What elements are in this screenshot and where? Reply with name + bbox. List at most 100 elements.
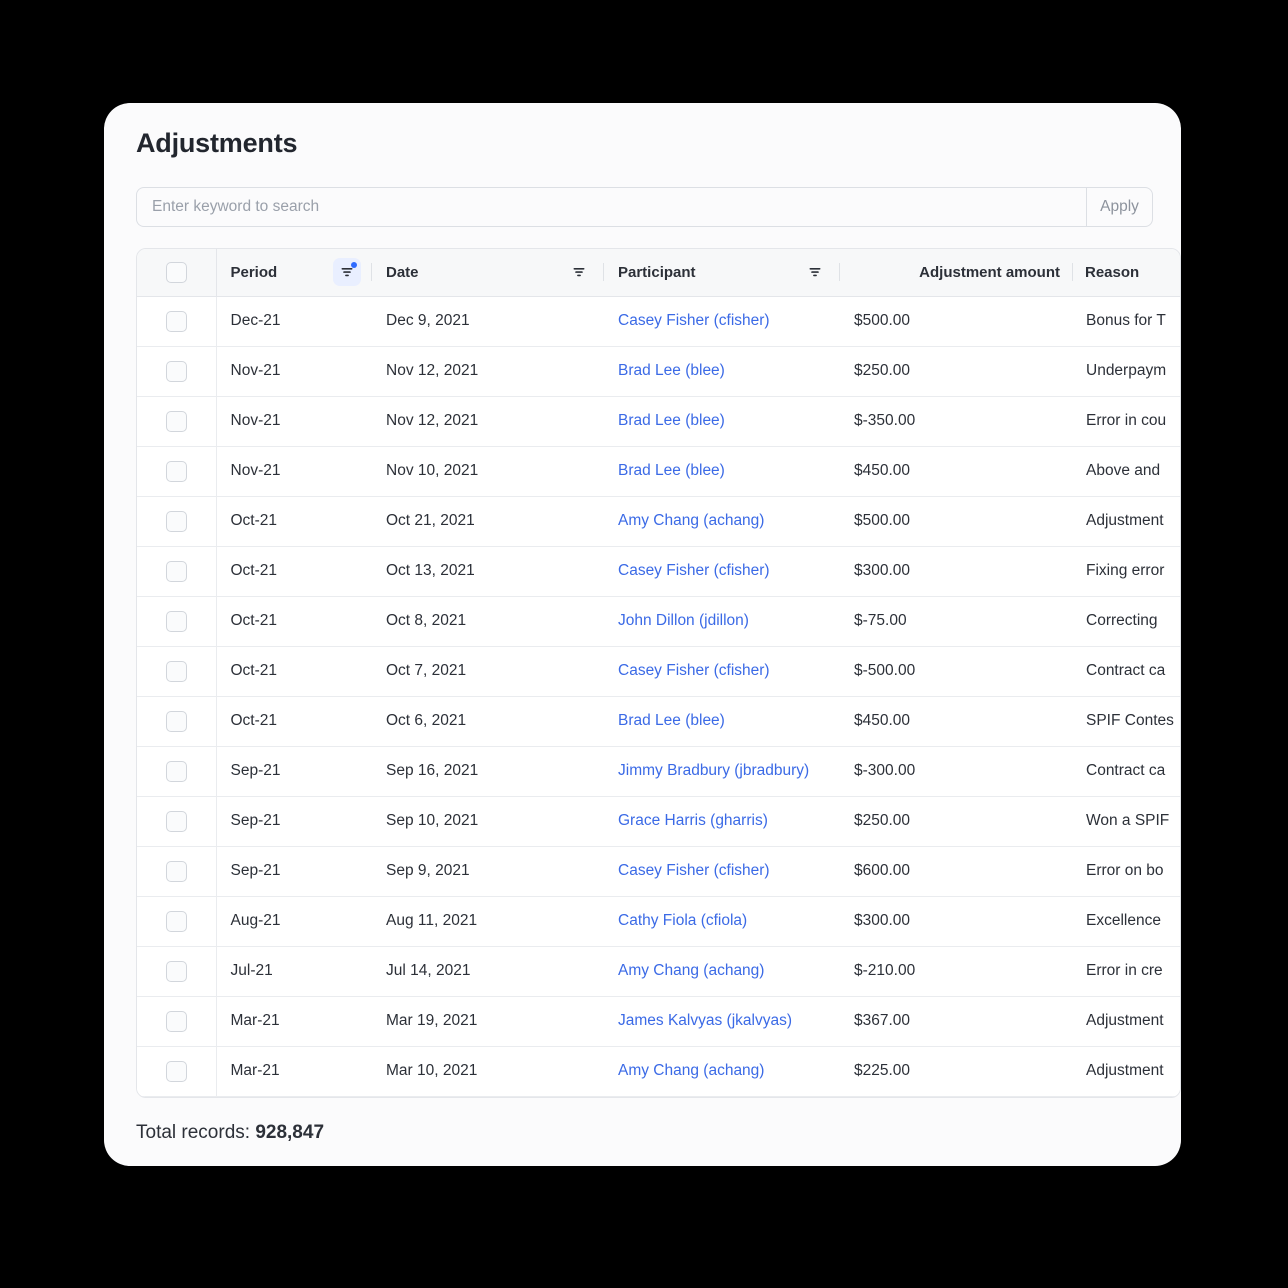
cell-date: Jul 14, 2021 <box>372 946 604 997</box>
row-checkbox[interactable] <box>165 1060 187 1082</box>
row-checkbox[interactable] <box>165 1010 187 1032</box>
table-row[interactable]: Nov-21 Nov 12, 2021 Brad Lee (blee) $250.00… <box>137 346 1180 397</box>
cell-period: Nov-21 <box>216 346 372 397</box>
cell-participant[interactable]: John Dillon (jdillon) <box>604 596 840 647</box>
table-row[interactable]: Oct-21 Oct 21, 2021 Amy Chang (achang) $500… <box>137 496 1180 547</box>
table-row[interactable]: Dec-21 Dec 9, 2021 Casey Fisher (cfisher) $… <box>137 296 1180 347</box>
column-header-participant[interactable]: Participant <box>604 249 840 297</box>
row-checkbox[interactable] <box>165 560 187 582</box>
participant-link[interactable]: James Kalvyas (jkalvyas) <box>618 1012 792 1029</box>
table-row[interactable]: Oct-21 Oct 13, 2021 Casey Fisher (cfisher)… <box>137 546 1180 597</box>
table-row[interactable]: Mar-21 Mar 19, 2021 James Kalvyas (jkalvya… <box>137 996 1180 1047</box>
row-checkbox[interactable] <box>165 360 187 382</box>
cell-adjustment-amount: $500.00 <box>840 296 1072 347</box>
cell-participant[interactable]: James Kalvyas (jkalvyas) <box>604 996 840 1047</box>
row-checkbox[interactable] <box>165 810 187 832</box>
participant-link[interactable]: Brad Lee (blee) <box>618 412 725 429</box>
total-records-value: 928,847 <box>255 1121 325 1143</box>
participant-link[interactable]: Cathy Fiola (cfiola) <box>618 912 748 929</box>
table-row[interactable]: Oct-21 Oct 7, 2021 Casey Fisher (cfisher) $… <box>137 646 1180 697</box>
cell-participant[interactable]: Brad Lee (blee) <box>604 346 840 397</box>
participant-link[interactable]: Brad Lee (blee) <box>618 362 725 379</box>
table-row[interactable]: Nov-21 Nov 10, 2021 Brad Lee (blee) $450.00… <box>137 446 1180 497</box>
filter-active-dot <box>351 262 357 269</box>
table-row[interactable]: Oct-21 Oct 6, 2021 Brad Lee (blee) $450.00 S… <box>137 696 1180 747</box>
cell-participant[interactable]: Grace Harris (gharris) <box>604 796 840 847</box>
row-checkbox-cell <box>137 896 217 947</box>
cell-participant[interactable]: Casey Fisher (cfisher) <box>604 296 840 347</box>
participant-link[interactable]: Amy Chang (achang) <box>618 512 765 529</box>
column-header-reason[interactable]: Reason <box>1072 249 1180 297</box>
cell-adjustment-amount: $250.00 <box>840 346 1072 397</box>
table-header: Period <box>137 249 1180 297</box>
cell-date: Sep 9, 2021 <box>372 846 604 897</box>
table-row[interactable]: Mar-21 Mar 10, 2021 Amy Chang (achang) $225… <box>137 1046 1180 1097</box>
column-header-adjustment-amount[interactable]: Adjustment amount <box>840 249 1072 297</box>
table-row[interactable]: Sep-21 Sep 9, 2021 Casey Fisher (cfisher) $… <box>137 846 1180 897</box>
row-checkbox[interactable] <box>165 760 187 782</box>
row-checkbox-cell <box>137 946 217 997</box>
participant-link[interactable]: Casey Fisher (cfisher) <box>618 312 770 329</box>
filter-icon-participant[interactable] <box>801 258 829 286</box>
table-row[interactable]: Oct-21 Oct 8, 2021 John Dillon (jdillon) $-… <box>137 596 1180 647</box>
cell-date: Oct 6, 2021 <box>372 696 604 747</box>
filter-icon-period[interactable] <box>333 258 361 287</box>
table-header-row: Period <box>137 249 1180 297</box>
table-row[interactable]: Nov-21 Nov 12, 2021 Brad Lee (blee) $-350.0… <box>137 396 1180 447</box>
search-input[interactable] <box>136 187 1086 227</box>
row-checkbox[interactable] <box>165 960 187 982</box>
cell-participant[interactable]: Amy Chang (achang) <box>604 496 840 547</box>
participant-link[interactable]: Casey Fisher (cfisher) <box>618 562 770 579</box>
cell-adjustment-amount: $250.00 <box>840 796 1072 847</box>
cell-participant[interactable]: Casey Fisher (cfisher) <box>604 646 840 697</box>
filter-icon-date[interactable] <box>565 258 593 286</box>
participant-link[interactable]: Jimmy Bradbury (jbradbury) <box>618 762 810 779</box>
table-row[interactable]: Aug-21 Aug 11, 2021 Cathy Fiola (cfiola) $3… <box>137 896 1180 947</box>
cell-participant[interactable]: Casey Fisher (cfisher) <box>604 846 840 897</box>
participant-link[interactable]: Brad Lee (blee) <box>618 712 725 729</box>
row-checkbox[interactable] <box>165 910 187 932</box>
table-row[interactable]: Jul-21 Jul 14, 2021 Amy Chang (achang) $-21… <box>137 946 1180 997</box>
table-row[interactable]: Sep-21 Sep 10, 2021 Grace Harris (gharris)… <box>137 796 1180 847</box>
cell-reason: Bonus for T <box>1072 296 1180 347</box>
cell-participant[interactable]: Brad Lee (blee) <box>604 446 840 497</box>
table-body: Dec-21 Dec 9, 2021 Casey Fisher (cfisher) $… <box>137 296 1180 1097</box>
participant-link[interactable]: Casey Fisher (cfisher) <box>618 862 770 879</box>
participant-link[interactable]: John Dillon (jdillon) <box>618 612 749 629</box>
participant-link[interactable]: Amy Chang (achang) <box>618 962 765 979</box>
row-checkbox[interactable] <box>165 510 187 532</box>
cell-adjustment-amount: $450.00 <box>840 696 1072 747</box>
select-all-checkbox[interactable] <box>165 261 187 283</box>
cell-period: Nov-21 <box>216 396 372 447</box>
cell-period: Sep-21 <box>216 846 372 897</box>
cell-period: Dec-21 <box>216 296 372 347</box>
cell-reason: Underpaym <box>1072 346 1180 397</box>
table-row[interactable]: Sep-21 Sep 16, 2021 Jimmy Bradbury (jbradb… <box>137 746 1180 797</box>
row-checkbox[interactable] <box>165 660 187 682</box>
participant-link[interactable]: Casey Fisher (cfisher) <box>618 662 770 679</box>
cell-reason: Contract ca <box>1072 646 1180 697</box>
cell-participant[interactable]: Jimmy Bradbury (jbradbury) <box>604 746 840 797</box>
cell-participant[interactable]: Cathy Fiola (cfiola) <box>604 896 840 947</box>
cell-period: Oct-21 <box>216 596 372 647</box>
cell-participant[interactable]: Brad Lee (blee) <box>604 396 840 447</box>
row-checkbox[interactable] <box>165 860 187 882</box>
cell-participant[interactable]: Amy Chang (achang) <box>604 946 840 997</box>
header-divider <box>603 263 604 282</box>
apply-button[interactable]: Apply <box>1086 187 1153 227</box>
participant-link[interactable]: Brad Lee (blee) <box>618 462 725 479</box>
row-checkbox[interactable] <box>165 410 187 432</box>
participant-link[interactable]: Amy Chang (achang) <box>618 1062 765 1079</box>
cell-participant[interactable]: Casey Fisher (cfisher) <box>604 546 840 597</box>
row-checkbox[interactable] <box>165 610 187 632</box>
row-checkbox[interactable] <box>165 460 187 482</box>
participant-link[interactable]: Grace Harris (gharris) <box>618 812 768 829</box>
cell-participant[interactable]: Brad Lee (blee) <box>604 696 840 747</box>
column-header-date[interactable]: Date <box>372 249 604 297</box>
row-checkbox[interactable] <box>165 710 187 732</box>
column-header-period[interactable]: Period <box>216 249 372 297</box>
row-checkbox[interactable] <box>165 310 187 332</box>
cell-participant[interactable]: Amy Chang (achang) <box>604 1046 840 1097</box>
cell-reason: Adjustment <box>1072 996 1180 1047</box>
